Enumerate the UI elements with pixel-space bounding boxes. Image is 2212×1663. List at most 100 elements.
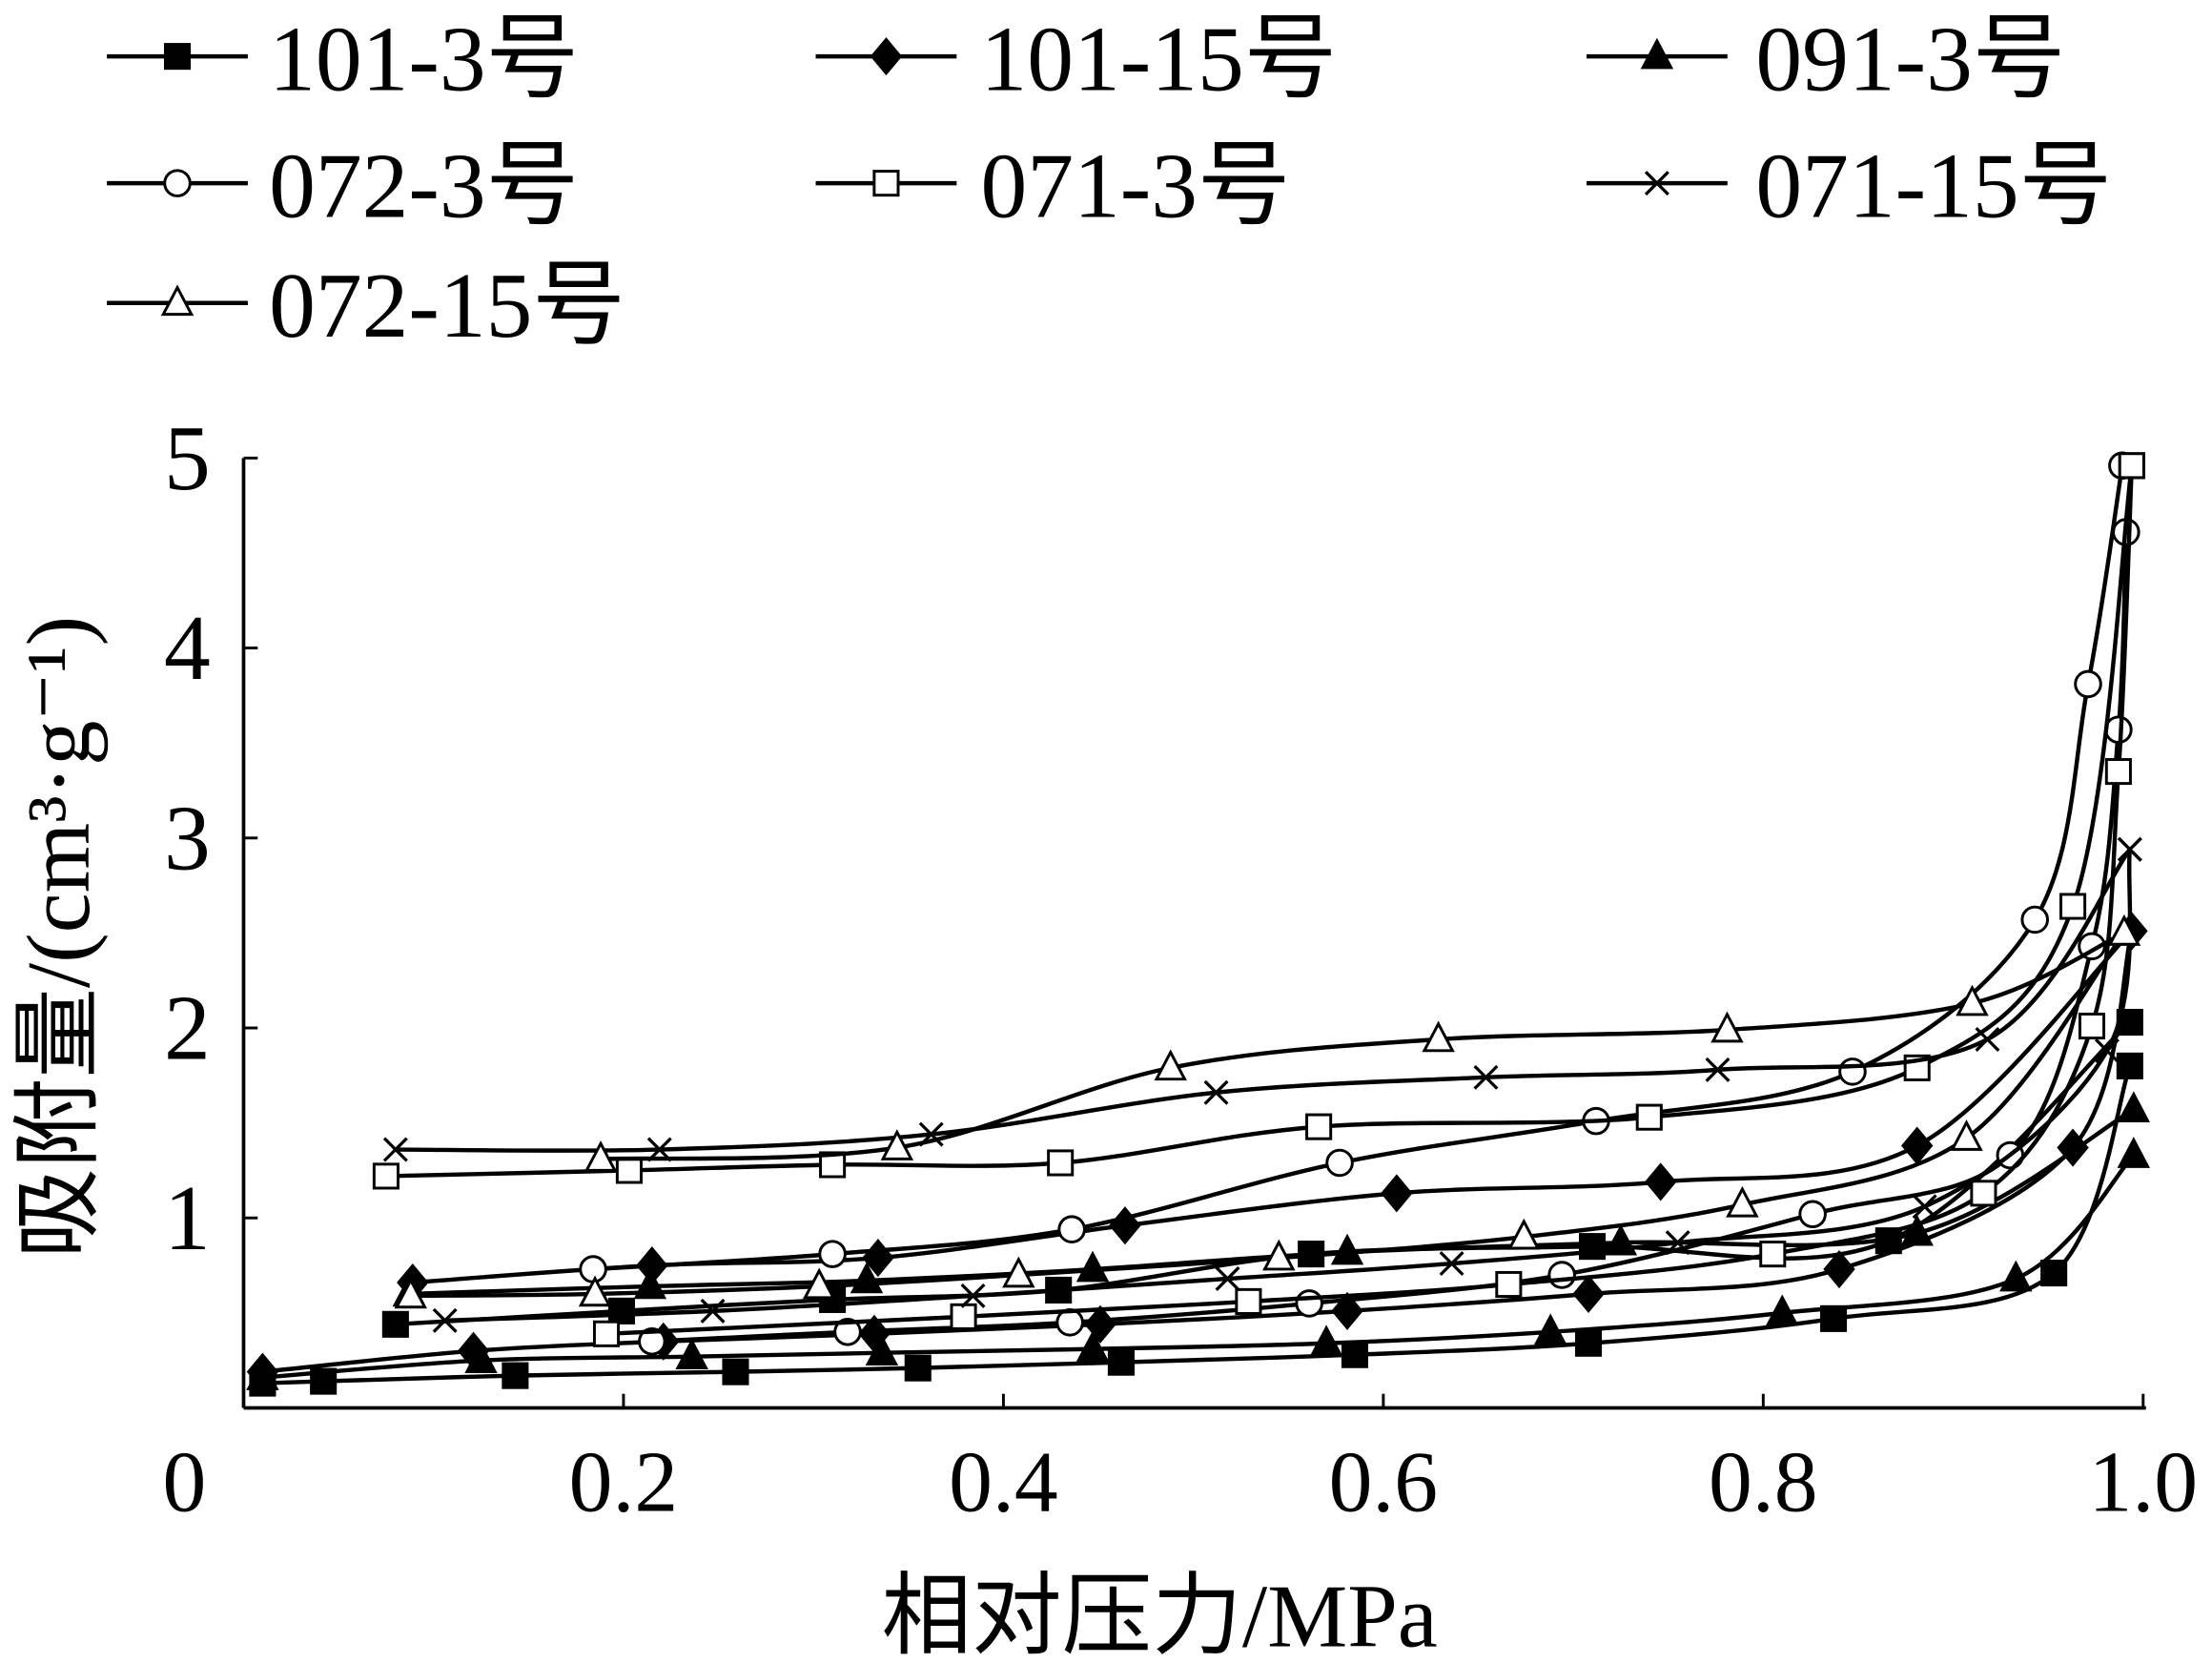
filled-square-marker (502, 1362, 529, 1389)
open-triangle-marker (802, 1267, 836, 1300)
cross-marker (700, 1298, 726, 1324)
open-square-marker (2118, 452, 2145, 480)
open-circle-marker (638, 1326, 666, 1356)
open-circle-marker (818, 1240, 847, 1268)
open-triangle-marker (1154, 1049, 1187, 1081)
adsorption-branch-line (410, 932, 2126, 1299)
filled-square-marker (1574, 1329, 1603, 1357)
adsorption-branch-line (651, 531, 2129, 1344)
filled-square-marker (722, 1358, 749, 1386)
filled-triangle-marker (1330, 1233, 1364, 1265)
legend-entry: 072-15号 (107, 255, 625, 358)
filled-square-marker (2116, 1052, 2143, 1079)
open-circle-marker (1547, 1261, 1576, 1289)
open-circle-marker (2020, 905, 2050, 934)
y-tick-label: 1 (164, 1167, 211, 1270)
adsorption-branch-line (262, 1065, 2132, 1386)
open-square-marker (2078, 1012, 2106, 1040)
open-square-marker (1047, 1149, 1075, 1177)
open-circle-marker (1325, 1148, 1354, 1178)
open-square-marker (1305, 1113, 1333, 1140)
open-square-marker (1970, 1180, 1997, 1207)
y-tick-label: 5 (164, 407, 211, 510)
filled-square-marker (607, 1297, 635, 1324)
legend: 101-3号 101-15号 091-3号 072-3号 071-3号 071-15号 07… (107, 9, 2112, 358)
filled-diamond-marker (1823, 1250, 1855, 1289)
open-triangle-marker (160, 284, 195, 317)
legend-entry: 101-3号 (107, 9, 579, 112)
open-triangle-marker (1507, 1218, 1541, 1250)
filled-diamond-marker (870, 37, 903, 76)
desorption-branch-line (395, 848, 2132, 1153)
desorption-branch-line (385, 465, 2135, 1179)
series-072-3号 (579, 451, 2140, 1356)
open-circle-marker (1295, 1289, 1323, 1318)
open-triangle-marker (1956, 984, 1989, 1016)
open-triangle-marker (1002, 1256, 1035, 1288)
series-071-3号 (372, 452, 2145, 1347)
filled-square-marker (1341, 1341, 1369, 1368)
open-triangle-marker (1950, 1119, 1983, 1151)
open-square-marker (615, 1157, 643, 1184)
desorption-branch-line (412, 929, 2134, 1285)
legend-label: 072-3号 (269, 135, 579, 238)
series-072-15号 (394, 914, 2141, 1309)
open-square-marker (1759, 1241, 1787, 1268)
open-triangle-marker (1710, 1011, 1744, 1043)
cross-marker (1912, 1194, 1937, 1220)
open-circle-marker (2074, 669, 2102, 699)
x-axis-label: 相对压力/MPa (882, 1567, 1438, 1663)
open-triangle-marker (2107, 914, 2141, 946)
filled-square-marker (904, 1354, 932, 1382)
open-circle-marker (579, 1255, 607, 1283)
cross-marker (382, 1137, 408, 1162)
filled-triangle-marker (1075, 1250, 1110, 1283)
cross-marker (1473, 1064, 1499, 1090)
legend-label: 091-3号 (1755, 9, 2065, 112)
cross-marker (2117, 836, 2142, 862)
y-tick-label: 2 (164, 977, 211, 1080)
filled-diamond-marker (1381, 1174, 1413, 1213)
filled-triangle-marker (2117, 1091, 2151, 1122)
x-tick-label: 0.4 (949, 1432, 1058, 1530)
open-triangle-marker (394, 1277, 428, 1309)
legend-entry: 071-3号 (815, 135, 1291, 238)
x-tick-label: 0.8 (1709, 1432, 1818, 1530)
x-tick-label: 0 (163, 1432, 207, 1530)
x-tick-label: 0.6 (1329, 1432, 1439, 1530)
filled-triangle-marker (246, 1359, 279, 1390)
x-tick-label: 1.0 (2089, 1432, 2199, 1530)
open-circle-marker (163, 169, 192, 197)
legend-entry: 101-15号 (815, 9, 1337, 112)
open-circle-marker (1838, 1057, 1867, 1086)
cross-marker (2094, 1037, 2120, 1063)
cross-marker (1215, 1266, 1240, 1291)
y-tick-label: 4 (164, 597, 211, 700)
legend-entry: 072-3号 (107, 135, 579, 238)
open-square-marker (819, 1151, 847, 1179)
adsorption-branch-line (605, 465, 2135, 1337)
open-triangle-marker (1262, 1239, 1296, 1271)
open-square-marker (2104, 758, 2132, 786)
filled-triangle-marker (464, 1342, 498, 1373)
open-square-marker (872, 170, 900, 197)
cross-marker (432, 1307, 458, 1333)
legend-label: 071-15号 (1755, 135, 2112, 238)
cross-marker (1644, 171, 1669, 196)
filled-triangle-marker (1766, 1294, 1799, 1326)
open-triangle-marker (880, 1129, 914, 1160)
adsorption-branch-line (262, 930, 2134, 1374)
cross-marker (1975, 1027, 2000, 1052)
open-circle-marker (833, 1318, 862, 1346)
filled-triangle-marker (1533, 1313, 1567, 1345)
open-triangle-marker (584, 1140, 618, 1172)
series-091-3号 (246, 1091, 2151, 1390)
axes (241, 458, 2146, 1410)
filled-triangle-marker (865, 1334, 899, 1366)
cross-marker (1203, 1079, 1229, 1105)
open-square-marker (1635, 1103, 1663, 1131)
open-square-marker (950, 1303, 977, 1330)
open-square-marker (372, 1162, 399, 1190)
cross-marker (960, 1283, 986, 1308)
